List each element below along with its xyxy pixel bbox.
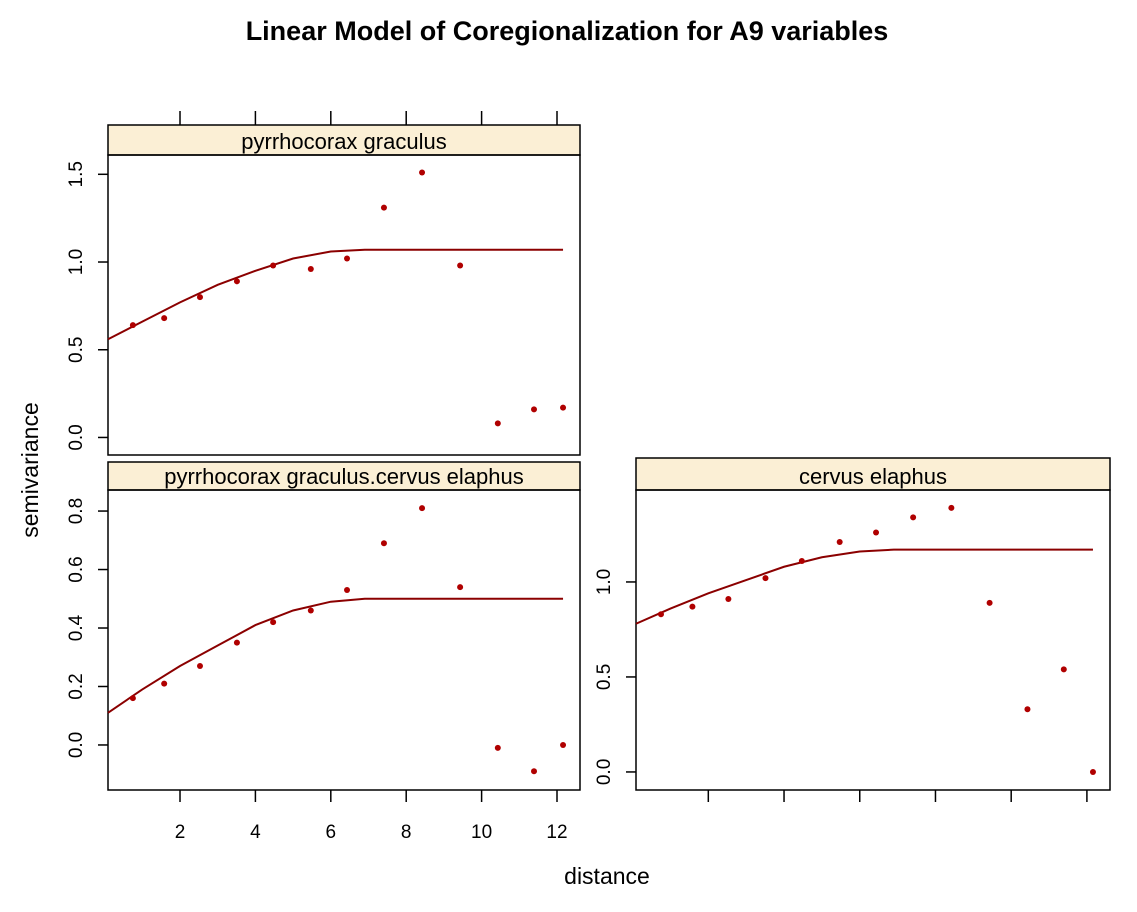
x-tick-label: 6: [326, 822, 337, 843]
x-tick-label: 4: [250, 822, 261, 843]
point: [494, 420, 501, 427]
point: [307, 266, 314, 273]
y-tick-label: 0.2: [66, 673, 87, 699]
y-tick-label: 1.0: [594, 569, 615, 595]
y-tick-label: 1.5: [66, 161, 87, 187]
point: [380, 204, 387, 211]
x-axis-label: distance: [564, 863, 650, 889]
point: [560, 741, 567, 748]
x-tick-label: 10: [471, 822, 492, 843]
point: [457, 262, 464, 269]
point: [1060, 666, 1067, 673]
x-tick-label: 12: [546, 822, 567, 843]
point: [419, 505, 426, 512]
point: [270, 262, 277, 269]
point: [129, 695, 136, 702]
point: [1089, 768, 1096, 775]
point: [948, 504, 955, 511]
point: [233, 639, 240, 646]
y-tick-label: 0.0: [594, 759, 615, 785]
y-tick-label: 0.6: [66, 556, 87, 582]
point: [419, 169, 426, 176]
point: [531, 768, 538, 775]
x-tick-label: 8: [401, 822, 412, 843]
point: [307, 607, 314, 614]
point: [725, 596, 732, 603]
point: [270, 619, 277, 626]
point: [457, 584, 464, 591]
point: [873, 529, 880, 536]
strip-label: pyrrhocorax graculus.cervus elaphus: [164, 464, 524, 489]
point: [531, 406, 538, 413]
point: [161, 680, 168, 687]
strip: [635, 457, 1111, 491]
model-line: [107, 248, 564, 341]
model-line: [635, 548, 1093, 625]
point: [129, 322, 136, 329]
y-tick-label: 0.0: [66, 424, 87, 450]
y-tick-label: 0.0: [66, 732, 87, 758]
point: [560, 404, 567, 411]
point: [910, 514, 917, 521]
point: [798, 558, 805, 565]
point: [1024, 706, 1031, 713]
y-tick-label: 0.5: [594, 664, 615, 690]
point: [196, 663, 203, 670]
point: [689, 603, 696, 610]
strip: [107, 124, 581, 156]
strip-label: pyrrhocorax graculus: [241, 129, 446, 154]
y-tick-label: 1.0: [66, 249, 87, 275]
point: [161, 315, 168, 322]
point: [380, 540, 387, 547]
point: [344, 587, 351, 593]
point: [494, 744, 501, 751]
y-tick-label: 0.8: [66, 498, 87, 524]
point: [836, 539, 843, 546]
point: [233, 278, 240, 285]
chart-title: Linear Model of Coregionalization for A9…: [246, 16, 889, 46]
panel-frame: [635, 489, 1111, 791]
point: [762, 575, 769, 582]
point: [986, 599, 993, 606]
strip: [107, 461, 581, 491]
x-tick-label: 2: [175, 822, 186, 843]
y-tick-label: 0.5: [66, 337, 87, 363]
point: [344, 255, 351, 262]
point: [657, 611, 664, 618]
panel-frame: [107, 154, 581, 456]
strip-label: cervus elaphus: [799, 464, 947, 489]
point: [196, 294, 203, 301]
y-tick-label: 0.4: [66, 614, 87, 641]
y-axis-label: semivariance: [17, 402, 43, 538]
model-line: [107, 597, 564, 714]
panel-frame: [107, 489, 581, 791]
